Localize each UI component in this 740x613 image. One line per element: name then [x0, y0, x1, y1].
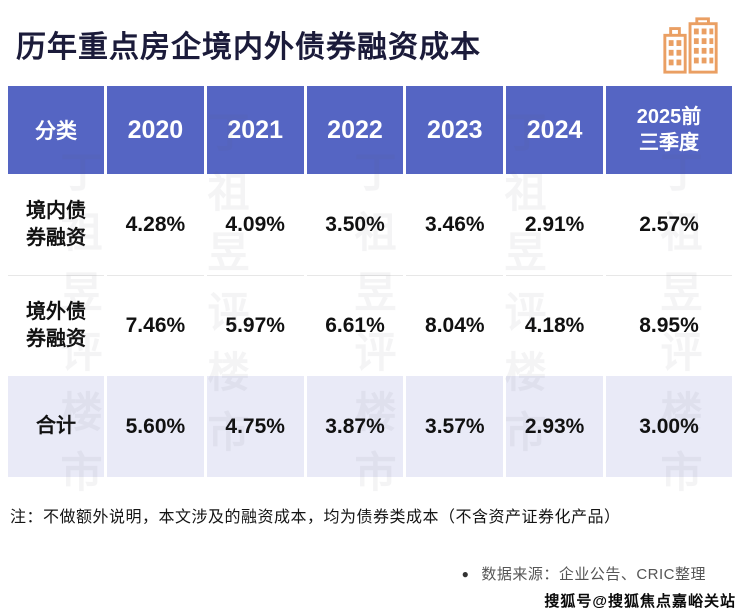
sohu-account-watermark: 搜狐号@搜狐焦点嘉峪关站 — [544, 593, 736, 610]
data-cell: 8.95% — [606, 275, 732, 376]
row-label: 合计 — [8, 376, 104, 477]
header-cell-2020: 2020 — [107, 86, 204, 174]
page-title: 历年重点房企境内外债券融资成本 — [16, 31, 481, 64]
data-cell: 3.57% — [406, 376, 504, 477]
row-label: 境外债券融资 — [8, 275, 104, 376]
data-cell: 3.46% — [406, 174, 504, 275]
header: 历年重点房企境内外债券融资成本 — [0, 0, 740, 84]
data-cell: 2.93% — [506, 376, 603, 477]
data-cell: 7.46% — [107, 275, 204, 376]
header-cell-category: 分类 — [8, 86, 104, 174]
table-row-domestic: 境内债券融资 4.28% 4.09% 3.50% 3.46% 2.91% 2.5… — [8, 174, 732, 275]
data-cell: 5.97% — [206, 275, 304, 376]
table-row-overseas: 境外债券融资 7.46% 5.97% 6.61% 8.04% 4.18% 8.9… — [8, 275, 732, 376]
header-cell-2023: 2023 — [406, 86, 504, 174]
source-row: ● 数据来源：企业公告、CRIC整理 — [0, 563, 740, 584]
data-cell: 2.91% — [506, 174, 603, 275]
data-cell: 4.28% — [107, 174, 204, 275]
source-text: 数据来源：企业公告、CRIC整理 — [481, 566, 706, 583]
data-cell: 3.87% — [306, 376, 404, 477]
footnote: 注：不做额外说明，本文涉及的融资成本，均为债券类成本（不含资产证券化产品） — [10, 509, 621, 526]
header-cell-2024: 2024 — [506, 86, 603, 174]
data-cell: 6.61% — [306, 275, 404, 376]
financing-cost-table: 分类 2020 2021 2022 2023 2024 2025前三季度 境内债… — [8, 86, 732, 477]
table-header-row: 分类 2020 2021 2022 2023 2024 2025前三季度 — [8, 86, 732, 174]
data-cell: 3.50% — [306, 174, 404, 275]
data-cell: 4.18% — [506, 275, 603, 376]
header-cell-2021: 2021 — [206, 86, 304, 174]
data-cell: 4.75% — [206, 376, 304, 477]
header-cell-2025q3: 2025前三季度 — [606, 86, 732, 174]
data-cell: 5.60% — [107, 376, 204, 477]
data-cell: 3.00% — [606, 376, 732, 477]
data-cell: 8.04% — [406, 275, 504, 376]
data-cell: 2.57% — [606, 174, 732, 275]
header-cell-2022: 2022 — [306, 86, 404, 174]
building-icon — [660, 14, 722, 81]
bullet-icon: ● — [461, 566, 470, 581]
data-cell: 4.09% — [206, 174, 304, 275]
table-row-total: 合计 5.60% 4.75% 3.87% 3.57% 2.93% 3.00% — [8, 376, 732, 477]
row-label: 境内债券融资 — [8, 174, 104, 275]
